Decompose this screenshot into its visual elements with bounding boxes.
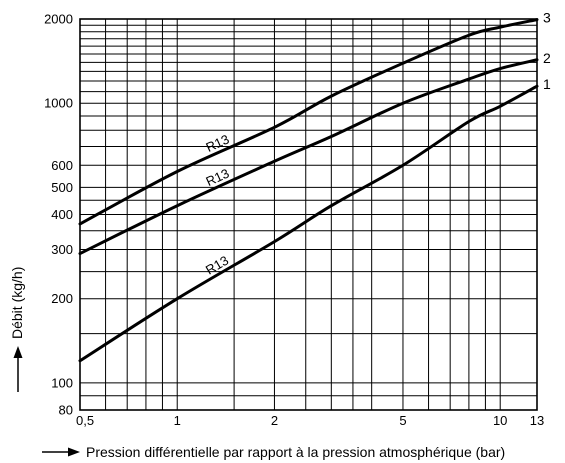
x-axis-title: Pression différentielle par rapport à la… xyxy=(86,444,505,460)
y-axis-ticks: 80 100 200 300 400 500 600 1000 2000 xyxy=(44,12,73,418)
y-tick-label: 600 xyxy=(51,158,73,173)
curves xyxy=(78,18,539,363)
y-tick-label: 500 xyxy=(51,180,73,195)
series-line-3 xyxy=(78,18,539,226)
series-line-2 xyxy=(78,58,539,256)
x-tick-label: 0,5 xyxy=(76,413,94,428)
y-axis-title-group: Débit (kg/h) xyxy=(9,267,25,392)
x-tick-label: 13 xyxy=(530,413,544,428)
y-tick-label: 400 xyxy=(51,207,73,222)
curve-annotation: R13 xyxy=(203,131,231,155)
x-tick-label: 5 xyxy=(399,413,406,428)
x-tick-label: 1 xyxy=(174,413,181,428)
y-tick-label: 1000 xyxy=(44,96,73,111)
y-tick-label: 80 xyxy=(59,403,73,418)
x-axis-arrow-head xyxy=(68,447,80,457)
series-line-1 xyxy=(78,84,539,363)
y-axis-arrow-head xyxy=(13,346,23,358)
y-tick-label: 300 xyxy=(51,242,73,257)
y-tick-label: 2000 xyxy=(44,12,73,27)
x-tick-label: 10 xyxy=(493,413,507,428)
series-label-2: 2 xyxy=(543,50,551,66)
x-tick-label: 2 xyxy=(271,413,278,428)
series-label-3: 3 xyxy=(543,10,551,26)
plot-border xyxy=(79,18,538,411)
y-tick-label: 100 xyxy=(51,375,73,390)
y-axis-title: Débit (kg/h) xyxy=(9,267,25,339)
series-label-1: 1 xyxy=(543,76,551,92)
y-tick-label: 200 xyxy=(51,291,73,306)
plot-frame xyxy=(79,18,538,411)
x-axis-title-group: Pression différentielle par rapport à la… xyxy=(42,444,505,460)
x-axis-ticks: 0,5 1 2 5 10 13 xyxy=(76,413,544,428)
